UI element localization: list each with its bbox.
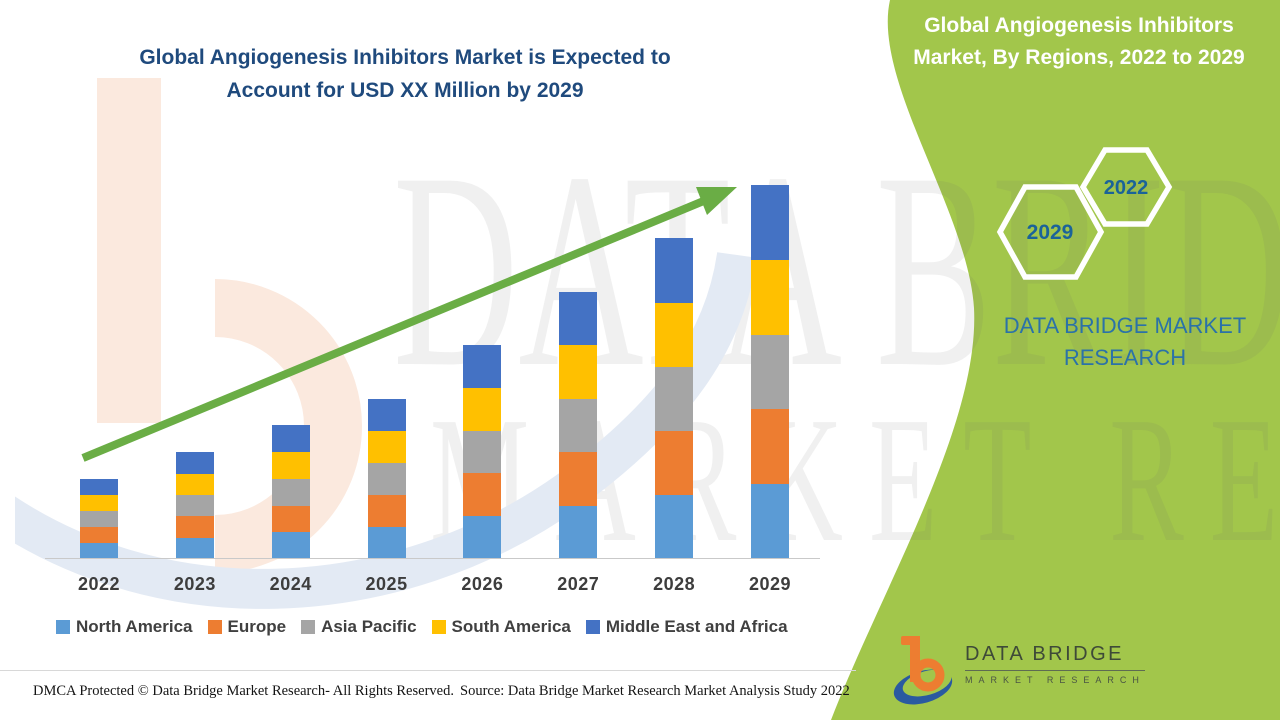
bar-column-2027 xyxy=(559,291,598,559)
bar-segment-north-america xyxy=(367,526,406,559)
trend-arrow-head xyxy=(696,187,737,215)
bar-segment-europe xyxy=(559,452,598,506)
chart-title: Global Angiogenesis Inhibitors Market is… xyxy=(95,42,715,107)
stacked-bar-plot: 2022 2023 2024 2025 2026 2027 2028 2029 xyxy=(77,185,792,594)
bar-segment-asia-pacific xyxy=(750,334,789,410)
legend-label: Asia Pacific xyxy=(321,617,417,636)
x-axis-label-2026: 2026 xyxy=(461,574,504,594)
bar-segment-middle-east-and-africa xyxy=(463,345,502,389)
legend-label: Europe xyxy=(227,617,287,636)
bar-segment-europe xyxy=(367,494,406,527)
logo-watermark-b xyxy=(15,78,757,609)
legend-swatch xyxy=(56,620,70,634)
bar-segment-south-america xyxy=(367,430,406,463)
legend-label: North America xyxy=(76,617,193,636)
bar-segment-south-america xyxy=(175,473,214,495)
x-axis-label-2024: 2024 xyxy=(269,574,312,594)
bar-segment-south-america xyxy=(559,345,598,399)
bar-segment-middle-east-and-africa xyxy=(271,425,310,453)
bar-segment-north-america xyxy=(80,542,118,559)
bar-column-2028 xyxy=(655,238,694,559)
bar-segment-north-america xyxy=(750,484,789,559)
chart-title-line2: Account for USD XX Million by 2029 xyxy=(226,78,584,102)
bar-segment-europe xyxy=(655,430,694,495)
bar-segment-europe xyxy=(80,526,118,543)
bar-column-2025 xyxy=(367,398,406,559)
legend-swatch xyxy=(301,620,316,634)
bar-column-2026 xyxy=(463,345,502,559)
legend-swatch xyxy=(585,620,600,634)
legend-label: Middle East and Africa xyxy=(605,617,788,636)
bar-segment-north-america xyxy=(559,505,598,559)
bar-segment-middle-east-and-africa xyxy=(655,238,694,303)
bar-segment-asia-pacific xyxy=(655,366,694,431)
bar-segment-asia-pacific xyxy=(175,494,214,517)
bar-column-2029 xyxy=(750,185,789,559)
legend-item-north-america: North America xyxy=(56,617,193,637)
bar-segment-north-america xyxy=(655,494,694,559)
bar-column-2024 xyxy=(271,425,310,559)
legend-swatch xyxy=(431,620,446,634)
bar-segment-europe xyxy=(750,409,789,485)
bar-segment-asia-pacific xyxy=(271,478,310,506)
bar-segment-middle-east-and-africa xyxy=(367,398,406,431)
legend-item-south-america: South America xyxy=(431,617,571,637)
bar-segment-asia-pacific xyxy=(80,510,118,527)
legend-label: South America xyxy=(451,617,571,636)
footer-dmca-text: DMCA Protected © Data Bridge Market Rese… xyxy=(33,683,454,699)
legend-swatch xyxy=(207,620,222,634)
x-axis-label-2027: 2027 xyxy=(557,574,600,594)
bar-segment-europe xyxy=(463,473,502,517)
bar-column-2022 xyxy=(80,478,118,559)
bar-segment-middle-east-and-africa xyxy=(175,452,214,474)
bar-segment-south-america xyxy=(271,452,310,479)
x-axis-label-2022: 2022 xyxy=(77,574,121,594)
bar-segment-north-america xyxy=(175,537,214,559)
bar-segment-middle-east-and-africa xyxy=(80,478,118,495)
footer-divider xyxy=(0,670,856,671)
bar-segment-asia-pacific xyxy=(463,430,502,474)
bar-segment-asia-pacific xyxy=(559,398,598,453)
bar-segment-north-america xyxy=(463,516,502,559)
footer-source-text: Source: Data Bridge Market Research Mark… xyxy=(460,683,850,699)
bar-segment-south-america xyxy=(655,302,694,367)
x-axis-label-2023: 2023 xyxy=(173,574,216,594)
chart-title-line1: Global Angiogenesis Inhibitors Market is… xyxy=(139,46,671,69)
bar-segment-south-america xyxy=(80,494,118,511)
bar-column-2023 xyxy=(175,452,214,559)
bar-segment-middle-east-and-africa xyxy=(750,185,789,260)
x-axis-label-2025: 2025 xyxy=(365,574,408,594)
trend-arrow xyxy=(81,187,737,462)
x-axis-label-2029: 2029 xyxy=(748,574,792,594)
bar-segment-north-america xyxy=(271,532,310,559)
chart-legend: North America Europe Asia Pacific South Ame… xyxy=(56,614,846,640)
legend-item-europe: Europe xyxy=(207,617,287,637)
legend-item-middle-east-and-africa: Middle East and Africa xyxy=(585,617,788,637)
bar-segment-europe xyxy=(271,505,310,533)
bar-segment-south-america xyxy=(463,388,502,431)
legend-item-asia-pacific: Asia Pacific xyxy=(301,617,417,637)
bar-segment-asia-pacific xyxy=(367,462,406,495)
bar-segment-south-america xyxy=(750,259,789,335)
x-axis-line xyxy=(45,558,820,559)
bar-segment-middle-east-and-africa xyxy=(559,291,598,346)
x-axis-label-2028: 2028 xyxy=(653,574,696,594)
bar-segment-europe xyxy=(175,516,214,538)
